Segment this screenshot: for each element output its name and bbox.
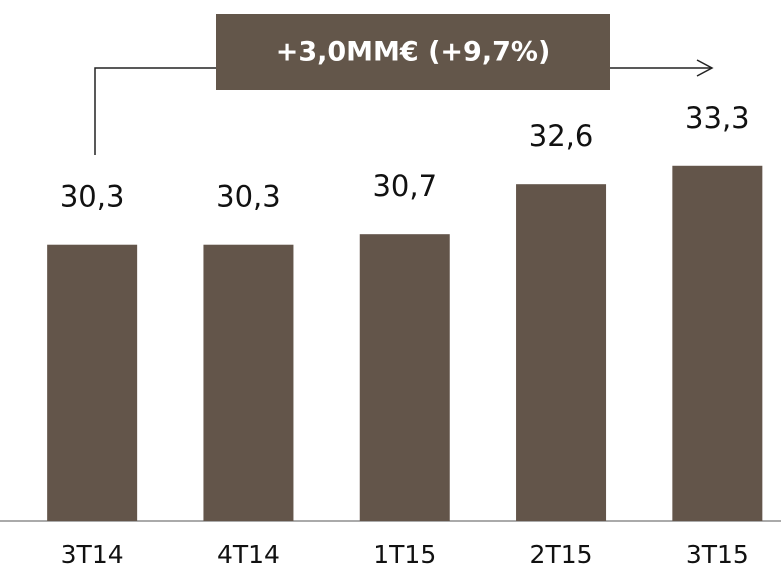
value-label: 32,6 (529, 119, 594, 153)
annotation: +3,0MM€ (+9,7%) (276, 37, 551, 68)
value-label: 30,3 (216, 180, 281, 214)
annotation-line (94, 67, 216, 155)
x-tick-label: 3T15 (686, 540, 749, 569)
x-tick-label: 2T15 (530, 540, 593, 569)
bar (203, 244, 294, 521)
bar (672, 165, 763, 522)
value-label: 30,7 (372, 169, 437, 203)
value-label: 30,3 (60, 180, 125, 214)
bar (47, 244, 138, 521)
x-tick-label: 3T14 (61, 540, 124, 569)
annotation-box (216, 14, 610, 90)
bar (516, 184, 607, 521)
x-tick-label: 1T15 (373, 540, 436, 569)
bar (359, 234, 450, 521)
arrow-head (696, 59, 714, 77)
value-label: 33,3 (685, 101, 750, 135)
x-tick-label: 4T14 (217, 540, 280, 569)
